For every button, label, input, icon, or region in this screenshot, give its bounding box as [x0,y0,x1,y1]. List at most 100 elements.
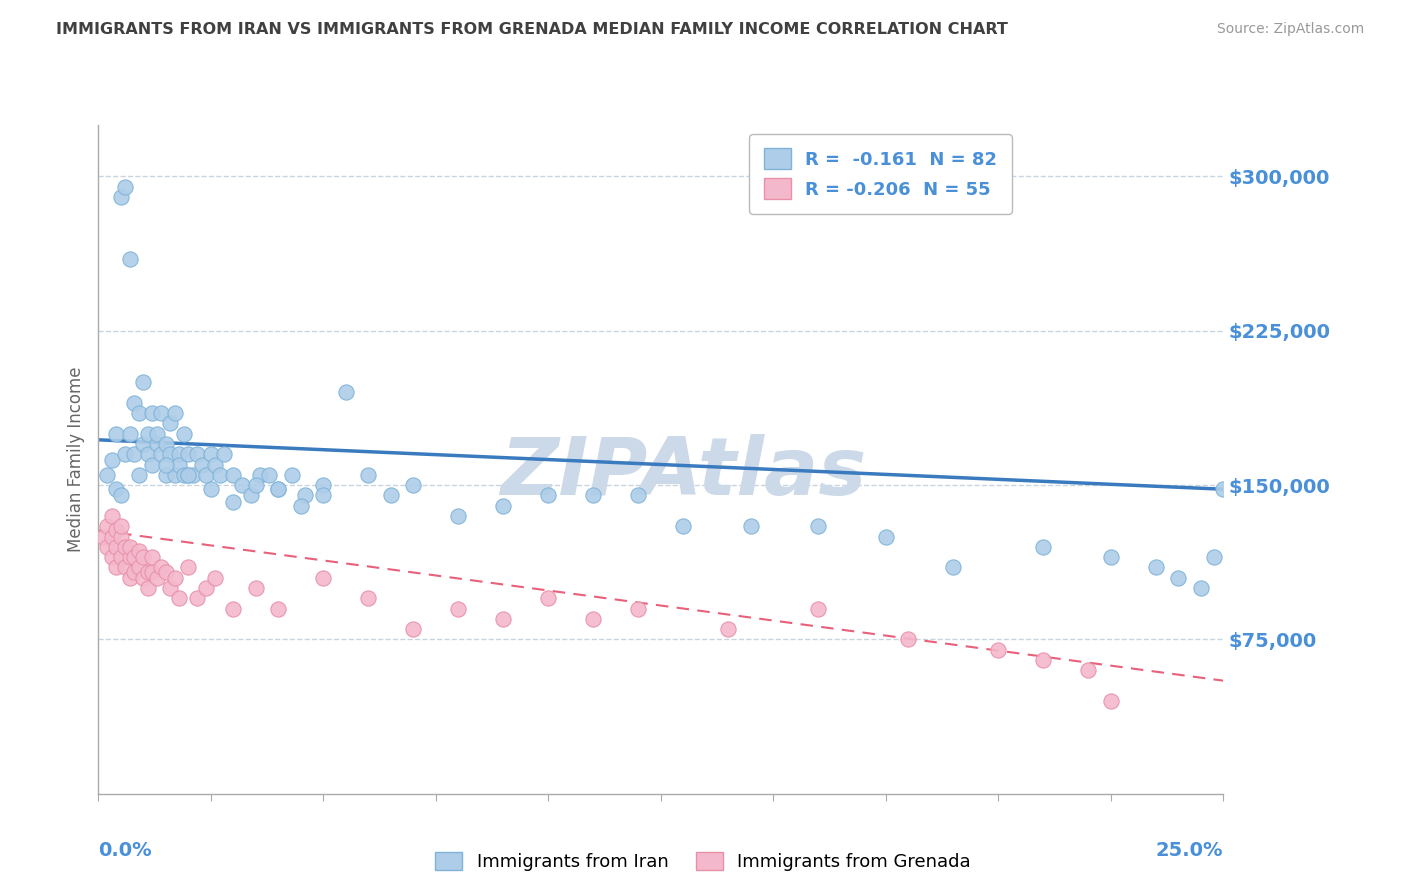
Point [136,426,159,441]
Point [150,560,173,574]
Point [136,447,159,461]
Point [195,581,218,595]
Text: IMMIGRANTS FROM IRAN VS IMMIGRANTS FROM GRENADA MEDIAN FAMILY INCOME CORRELATION: IMMIGRANTS FROM IRAN VS IMMIGRANTS FROM … [56,22,1008,37]
Point [402,622,425,636]
Point [204,571,226,585]
Point [96,540,118,554]
Point [177,560,200,574]
Point [402,478,425,492]
Text: Source: ZipAtlas.com: Source: ZipAtlas.com [1216,22,1364,37]
Point [312,571,335,585]
Point [1212,482,1234,496]
Point [1189,581,1212,595]
Point [1099,694,1122,708]
Point [942,560,965,574]
Point [128,406,150,420]
Point [105,426,128,441]
Point [124,447,146,461]
Point [281,467,304,482]
Point [124,565,146,579]
Point [200,447,222,461]
Point [141,406,163,420]
Point [105,560,128,574]
Point [105,524,128,538]
Point [91,530,114,544]
Point [222,601,245,615]
Point [222,494,245,508]
Point [1144,560,1167,574]
Point [159,581,181,595]
Point [245,478,267,492]
Point [118,252,141,266]
Point [118,550,141,565]
Point [118,540,141,554]
Point [173,467,195,482]
Point [537,591,560,606]
Point [110,488,132,502]
Point [114,540,136,554]
Point [312,488,335,502]
Point [128,467,150,482]
Point [169,458,191,472]
Point [105,540,128,554]
Point [249,467,271,482]
Point [290,499,312,513]
Point [101,530,124,544]
Point [118,426,141,441]
Point [1167,571,1189,585]
Point [101,550,124,565]
Point [740,519,762,533]
Point [492,499,515,513]
Point [222,467,245,482]
Point [1204,550,1226,565]
Point [173,426,195,441]
Point [96,519,118,533]
Point [177,467,200,482]
Point [132,550,155,565]
Text: 25.0%: 25.0% [1156,840,1223,860]
Point [1032,540,1054,554]
Point [163,467,186,482]
Y-axis label: Median Family Income: Median Family Income [66,367,84,552]
Point [672,519,695,533]
Point [312,478,335,492]
Point [447,508,470,523]
Point [627,488,650,502]
Point [110,190,132,204]
Point [259,467,281,482]
Point [717,622,740,636]
Point [118,571,141,585]
Point [267,482,290,496]
Point [169,591,191,606]
Point [141,565,163,579]
Point [240,488,263,502]
Point [150,406,173,420]
Point [132,571,155,585]
Point [141,550,163,565]
Point [132,437,155,451]
Point [492,612,515,626]
Point [294,488,316,502]
Point [163,406,186,420]
Point [245,581,267,595]
Point [169,447,191,461]
Point [146,426,169,441]
Point [181,467,204,482]
Point [200,482,222,496]
Point [155,458,177,472]
Point [267,601,290,615]
Point [186,447,208,461]
Point [807,601,830,615]
Point [357,467,380,482]
Point [146,437,169,451]
Point [357,591,380,606]
Point [105,482,128,496]
Point [267,482,290,496]
Point [114,179,136,194]
Point [1032,653,1054,667]
Point [128,544,150,558]
Point [114,560,136,574]
Point [155,565,177,579]
Point [186,591,208,606]
Point [150,447,173,461]
